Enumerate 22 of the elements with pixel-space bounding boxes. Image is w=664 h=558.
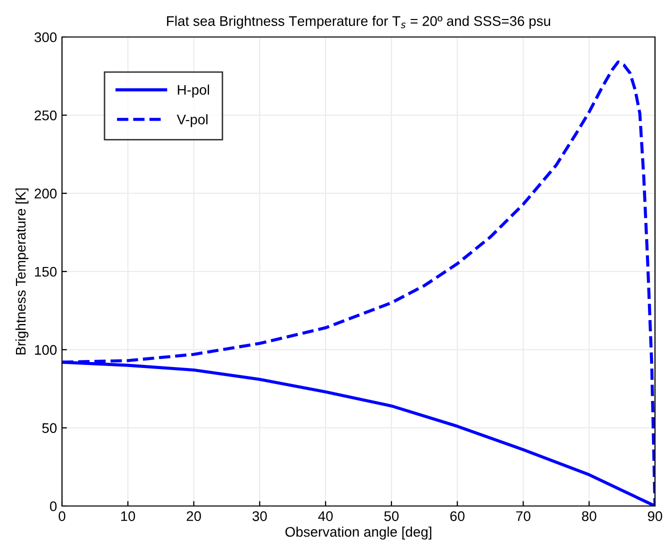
y-tick-label: 0: [50, 501, 57, 512]
y-axis-title: Brightness Temperature [K]: [15, 188, 28, 354]
legend-label: H-pol: [178, 84, 210, 98]
x-tick-label: 10: [121, 511, 136, 522]
x-axis-title: Observation angle [deg]: [285, 526, 432, 540]
y-tick-label: 200: [34, 188, 57, 199]
x-tick-label: 90: [648, 511, 662, 522]
x-tick-label: 50: [384, 511, 399, 522]
y-tick-label: 250: [34, 110, 57, 120]
chart-title: Flat sea Brightness Temperature for T$_{s}$ = 20º and SSS=36 psu: [167, 16, 550, 29]
x-tick-label: 80: [582, 511, 596, 522]
x-tick-label: 20: [186, 511, 201, 522]
x-tick-label: 30: [252, 511, 267, 522]
y-tick-label: 100: [35, 345, 57, 355]
x-tick-label: 0: [58, 511, 66, 522]
y-tick-label: 150: [35, 266, 57, 277]
x-tick-label: 60: [450, 511, 465, 522]
legend-label: V-pol: [176, 114, 208, 128]
x-tick-label: 40: [318, 511, 333, 522]
y-tick-label: 300: [34, 32, 57, 42]
y-tick-label: 50: [42, 423, 57, 434]
x-tick-label: 70: [516, 511, 530, 522]
